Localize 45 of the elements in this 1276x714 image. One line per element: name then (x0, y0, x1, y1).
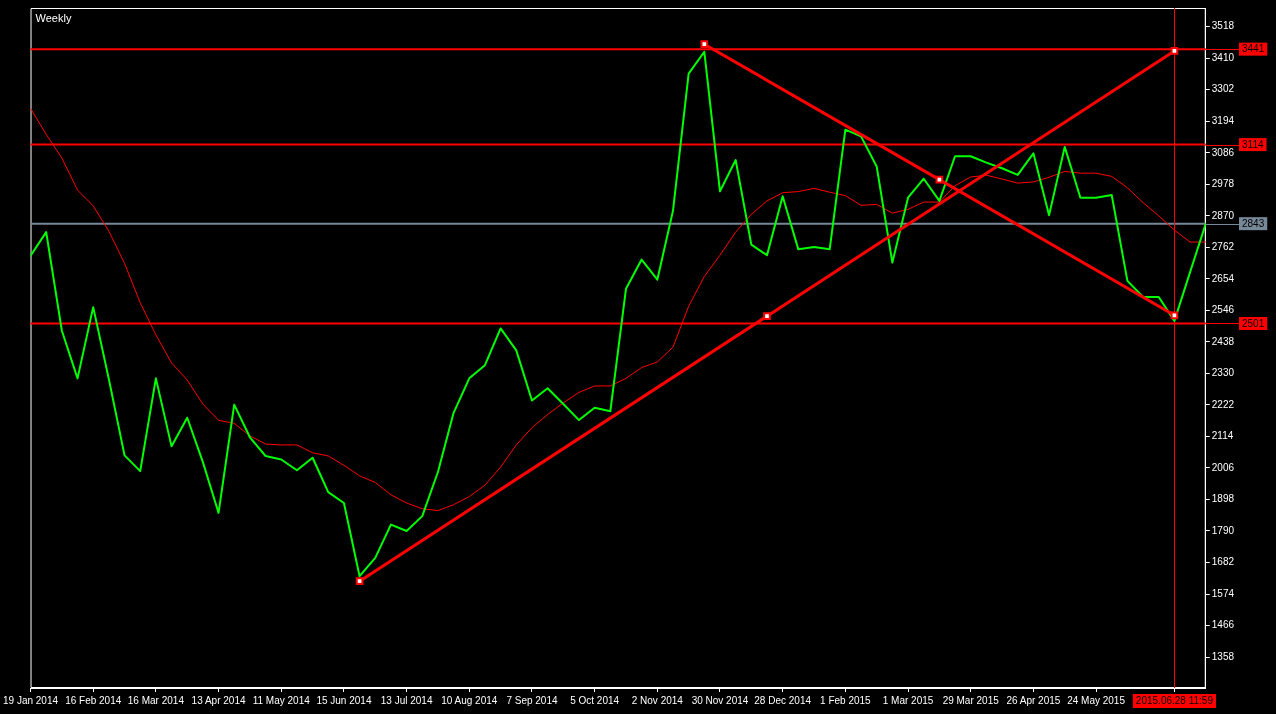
y-tick-label: 2438 (1211, 335, 1235, 347)
x-tick-label: 11 May 2014 (252, 694, 311, 706)
y-tick-label: 2978 (1211, 178, 1235, 190)
ref-line-label: 3441 (1242, 43, 1265, 55)
y-tick-label: 1790 (1211, 524, 1235, 536)
x-tick-label: 7 Sep 2014 (506, 694, 558, 706)
y-tick-label: 3194 (1211, 114, 1235, 126)
x-tick-label: 1 Feb 2015 (820, 694, 872, 706)
x-tick-label: 13 Apr 2014 (191, 694, 246, 706)
x-tick-label: 28 Dec 2014 (754, 694, 812, 706)
y-tick-label: 1898 (1211, 493, 1235, 505)
x-tick-label: 26 Apr 2015 (1006, 694, 1061, 706)
x-tick-label: 19 Jan 2014 (2, 694, 59, 706)
y-tick-label: 3302 (1211, 83, 1235, 95)
y-tick-label: 1466 (1211, 619, 1235, 631)
ref-line-label: 3114 (1242, 138, 1264, 150)
y-tick-label: 3410 (1211, 51, 1235, 63)
x-tick-label: 15 Jun 2014 (316, 694, 372, 706)
y-tick-label: 1682 (1211, 556, 1235, 568)
y-tick-label: 2762 (1211, 241, 1235, 253)
y-tick-label: 1574 (1211, 587, 1235, 599)
x-tick-label: 30 Nov 2014 (691, 694, 749, 706)
x-tick-label: 10 Aug 2014 (441, 694, 498, 706)
y-tick-label: 2870 (1211, 209, 1235, 221)
x-tick-label: 1 Mar 2015 (882, 694, 934, 706)
ref-line-label: 2843 (1242, 217, 1265, 229)
chart-title: Weekly (35, 11, 72, 24)
y-tick-label: 2006 (1211, 461, 1235, 473)
x-tick-label: 5 Oct 2014 (570, 694, 620, 706)
ref-line-label: 2501 (1242, 317, 1265, 329)
y-tick-label: 2222 (1211, 398, 1235, 410)
y-tick-label: 3086 (1211, 146, 1235, 158)
x-tick-label: 16 Mar 2014 (127, 694, 185, 706)
y-tick-label: 2114 (1211, 430, 1234, 442)
y-tick-label: 2546 (1211, 304, 1235, 316)
x-tick-label: 29 Mar 2015 (942, 694, 1000, 706)
y-tick-label: 1358 (1211, 650, 1235, 662)
y-tick-label: 3518 (1211, 20, 1235, 32)
x-tick-label: 16 Feb 2014 (65, 694, 122, 706)
x-tick-label: 13 Jul 2014 (380, 694, 433, 706)
y-tick-label: 2330 (1211, 367, 1235, 379)
y-tick-label: 2654 (1211, 272, 1235, 284)
x-tick-label: 2 Nov 2014 (631, 694, 684, 706)
x-tick-label: 2015.06.28 11:59 (1135, 694, 1214, 706)
x-tick-label: 24 May 2015 (1067, 694, 1126, 706)
